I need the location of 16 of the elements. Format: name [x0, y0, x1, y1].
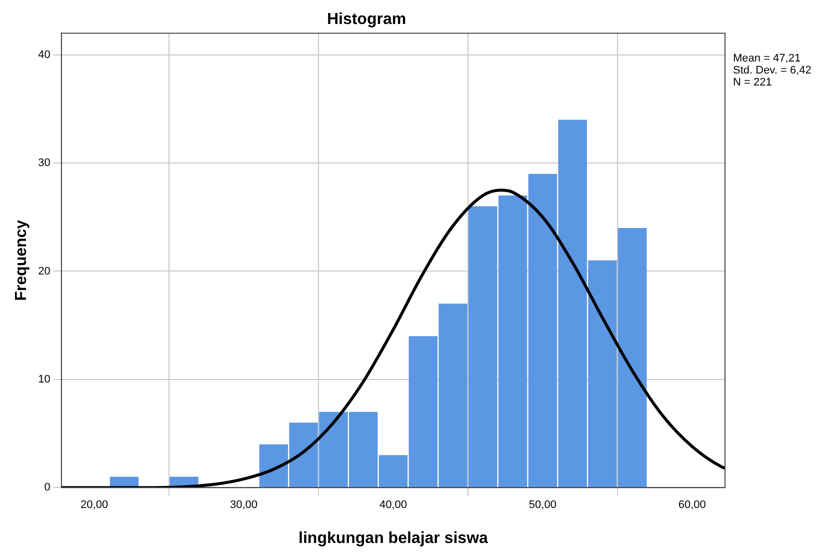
- x-tick-label: 30,00: [230, 499, 258, 512]
- y-tick-label: 40: [38, 48, 50, 61]
- x-tick-label: 60,00: [678, 499, 706, 512]
- x-axis-title: lingkungan belajar siswa: [298, 530, 488, 547]
- x-tick-label: 50,00: [528, 499, 556, 512]
- x-tick-label: 40,00: [379, 499, 407, 512]
- y-tick-label: 10: [38, 373, 50, 386]
- y-tick-label: 0: [44, 482, 50, 494]
- x-tick-label: 20,00: [80, 499, 108, 512]
- y-tick-label: 30: [38, 157, 50, 170]
- chart-title: Histogram: [326, 11, 406, 28]
- text: Std. Dev. = 6,42: [733, 64, 812, 77]
- y-axis-title: Frequency: [13, 220, 30, 301]
- y-tick-label: 20: [38, 265, 50, 278]
- text: N = 221: [733, 76, 772, 89]
- text: Mean = 47,21: [733, 52, 801, 65]
